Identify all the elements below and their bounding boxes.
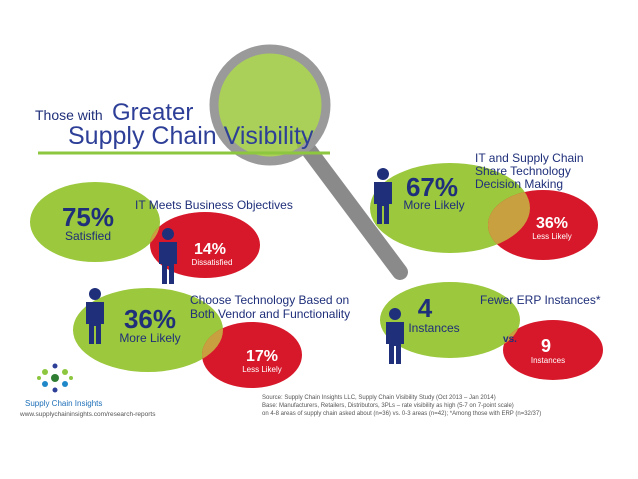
title-emphasis: Greater (112, 99, 193, 126)
title-main: Supply Chain Visibility (68, 122, 314, 150)
high-label: More Likely (119, 331, 180, 345)
low-label: Dissatisfied (192, 258, 233, 267)
high-ellipse (73, 288, 223, 372)
low-ellipse (202, 322, 302, 388)
logo-name: Supply Chain Insights (25, 399, 102, 408)
title-prefix: Those with (35, 107, 103, 123)
low-label: Less Likely (242, 365, 282, 374)
low-ellipse (150, 212, 260, 278)
low-value: 14% (194, 241, 226, 258)
high-ellipse (30, 182, 160, 262)
high-value: 36% (124, 304, 176, 334)
low-label: Less Likely (532, 232, 572, 241)
panel-heading: Decision Making (475, 177, 563, 191)
logo-mark (37, 363, 73, 393)
source-line: Base: Manufacturers, Retailers, Distribu… (262, 403, 514, 409)
high-value: 67% (406, 172, 458, 202)
source-line: on 4-8 areas of supply chain asked about… (262, 411, 541, 417)
source-line: Source: Supply Chain Insights LLC, Suppl… (262, 395, 496, 401)
magnifier-lens (209, 44, 331, 166)
low-value: 9 (541, 336, 551, 356)
high-label: More Likely (403, 198, 464, 212)
high-label: Instances (408, 321, 459, 335)
high-value: 4 (418, 293, 433, 323)
low-label: Instances (531, 356, 565, 365)
logo-url: www.supplychaininsights.com/research-rep… (19, 411, 156, 418)
panel-heading: Fewer ERP Instances* (480, 293, 601, 307)
high-ellipse (380, 282, 520, 358)
high-value: 75% (62, 202, 114, 232)
versus: vs. (503, 334, 517, 345)
panel-heading: Both Vendor and Functionality (190, 307, 350, 321)
low-value: 36% (536, 215, 568, 232)
low-ellipse (503, 320, 603, 380)
magnifier-handle (297, 137, 408, 280)
panel-heading: IT and Supply Chain (475, 151, 584, 165)
panel-heading: IT Meets Business Objectives (135, 198, 293, 212)
low-value: 17% (246, 348, 278, 365)
panel-heading: Share Technology (475, 164, 571, 178)
high-label: Satisfied (65, 229, 111, 243)
panel-heading: Choose Technology Based on (190, 293, 349, 307)
